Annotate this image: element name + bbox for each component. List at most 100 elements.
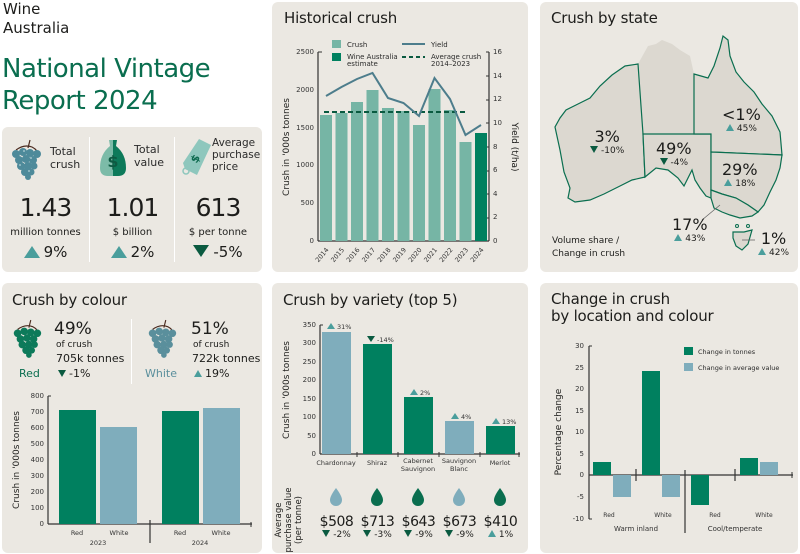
svg-text:2014–2023: 2014–2023 bbox=[431, 60, 470, 68]
crush-by-variety-panel: Crush by variety (top 5) 0 50 100 150 200 25… bbox=[272, 283, 528, 553]
divider bbox=[89, 137, 90, 262]
svg-text:Percentage change: Percentage change bbox=[554, 388, 564, 475]
svg-text:Average crush: Average crush bbox=[431, 53, 481, 61]
panel-title: Historical crush bbox=[284, 9, 398, 27]
stat-label-line: Total bbox=[134, 143, 160, 156]
up-arrow-icon bbox=[758, 248, 766, 255]
svg-text:estimate: estimate bbox=[347, 60, 378, 68]
svg-text:200: 200 bbox=[303, 376, 316, 384]
stats-panel: Total crush 1.43 million tonnes 9% $ Tot… bbox=[2, 127, 262, 272]
state-label-qld: <1% 45% bbox=[722, 105, 761, 134]
stat-label-line: Total bbox=[50, 145, 76, 158]
svg-text:50: 50 bbox=[307, 432, 316, 440]
state-label-wa: 3% -10% bbox=[590, 127, 624, 156]
australia-map bbox=[554, 34, 783, 251]
stat-label-line: price bbox=[212, 161, 239, 173]
brand-name: Wine Australia bbox=[3, 0, 69, 38]
price-item-chardonnay: $508 -2% bbox=[316, 514, 357, 540]
svg-text:Crush in '000s tonnes: Crush in '000s tonnes bbox=[282, 98, 292, 196]
svg-text:2000: 2000 bbox=[296, 86, 314, 94]
red-sub: of crush bbox=[56, 340, 93, 350]
price-change: -3% bbox=[357, 530, 398, 540]
price-change: -2% bbox=[316, 530, 357, 540]
price-row: $508 -2% $713 -3% $643 -9% $673 -9% $410… bbox=[316, 514, 526, 540]
svg-text:Merlot: Merlot bbox=[490, 459, 511, 467]
change-value: -5% bbox=[213, 243, 243, 261]
change-by-location-chart: Change in tonnes Change in average value… bbox=[554, 342, 793, 533]
white-label: White bbox=[145, 367, 177, 380]
svg-text:-14%: -14% bbox=[377, 336, 394, 344]
svg-text:2023: 2023 bbox=[90, 539, 107, 547]
svg-text:Change in average value: Change in average value bbox=[698, 364, 779, 372]
map-region-nt bbox=[638, 40, 694, 134]
down-arrow-icon bbox=[193, 245, 210, 257]
state-share: 3% bbox=[594, 127, 620, 146]
map-legend-line: Volume share / bbox=[552, 236, 620, 246]
price-change: -9% bbox=[398, 530, 439, 540]
svg-text:700: 700 bbox=[31, 408, 44, 416]
grapes-icon bbox=[12, 139, 41, 180]
svg-text:16: 16 bbox=[493, 48, 502, 56]
panel-title: Crush by variety (top 5) bbox=[283, 291, 458, 309]
up-arrow-icon bbox=[487, 530, 496, 537]
state-share: 29% bbox=[722, 160, 758, 179]
price-value: $508 bbox=[319, 514, 354, 530]
state-change: -4% bbox=[656, 158, 692, 168]
svg-text:Yield (t/ha): Yield (t/ha) bbox=[509, 121, 519, 171]
state-label-tas: 1% 42% bbox=[758, 229, 789, 258]
svg-text:600: 600 bbox=[31, 424, 44, 432]
svg-text:2018: 2018 bbox=[376, 246, 393, 264]
svg-text:$: $ bbox=[107, 152, 118, 171]
svg-text:purchase value: purchase value bbox=[284, 488, 294, 553]
svg-text:Average: Average bbox=[274, 503, 284, 538]
state-change: 45% bbox=[722, 124, 761, 134]
price-item-shiraz: $713 -3% bbox=[357, 514, 398, 540]
crush-by-variety-chart: 0 50 100 150 200 250 300 350 31% -14% 2% 4% 13… bbox=[274, 321, 520, 553]
svg-text:10: 10 bbox=[493, 119, 502, 127]
brand-line-1: Wine bbox=[3, 0, 41, 18]
map-region-sa bbox=[642, 133, 712, 199]
svg-text:300: 300 bbox=[31, 472, 44, 480]
change-value: -1% bbox=[69, 367, 91, 380]
svg-text:200: 200 bbox=[31, 488, 44, 496]
state-change: -10% bbox=[590, 146, 624, 156]
svg-text:2023: 2023 bbox=[453, 246, 470, 264]
down-arrow-icon bbox=[445, 530, 454, 537]
svg-text:5: 5 bbox=[580, 450, 584, 458]
up-arrow-icon bbox=[725, 124, 734, 131]
svg-text:25: 25 bbox=[575, 364, 584, 372]
svg-text:Crush in '000s tonnes: Crush in '000s tonnes bbox=[12, 411, 22, 509]
svg-text:0: 0 bbox=[40, 520, 44, 528]
change-value: 2% bbox=[130, 243, 155, 261]
svg-text:Red: Red bbox=[709, 512, 721, 519]
svg-text:Sauvignon: Sauvignon bbox=[401, 465, 435, 473]
change-by-location-panel: Change in crush by location and colour C… bbox=[540, 283, 798, 553]
svg-text:2016: 2016 bbox=[345, 246, 362, 264]
up-arrow-icon bbox=[724, 179, 733, 186]
svg-text:-10: -10 bbox=[573, 515, 584, 523]
svg-text:2024: 2024 bbox=[469, 246, 486, 264]
change-value: 43% bbox=[685, 234, 706, 244]
svg-text:2022: 2022 bbox=[438, 246, 455, 264]
stat-label-line: purchase bbox=[212, 149, 261, 161]
legend-crush: Crush bbox=[347, 41, 367, 49]
svg-text:Yield: Yield bbox=[430, 41, 448, 49]
stat-label-line: value bbox=[134, 156, 165, 169]
white-tonnes: 722k tonnes bbox=[192, 352, 261, 365]
svg-text:Wine Australia: Wine Australia bbox=[347, 53, 398, 61]
svg-text:0: 0 bbox=[580, 471, 584, 479]
change-value: -4% bbox=[670, 158, 689, 168]
legend-swatch-crush bbox=[332, 40, 341, 48]
stat-value-avg-price: 613 bbox=[195, 193, 242, 222]
change-value: 18% bbox=[735, 179, 756, 189]
change-value: 42% bbox=[769, 248, 790, 258]
svg-text:250: 250 bbox=[303, 358, 316, 366]
svg-text:800: 800 bbox=[31, 392, 44, 400]
svg-text:100: 100 bbox=[31, 504, 44, 512]
state-change: 43% bbox=[672, 234, 708, 244]
price-value: $713 bbox=[360, 514, 395, 530]
white-grapes-icon bbox=[148, 319, 177, 358]
svg-text:30: 30 bbox=[575, 342, 584, 350]
svg-text:Crush in '000s tonnes: Crush in '000s tonnes bbox=[282, 341, 292, 439]
up-arrow-icon bbox=[194, 370, 202, 377]
